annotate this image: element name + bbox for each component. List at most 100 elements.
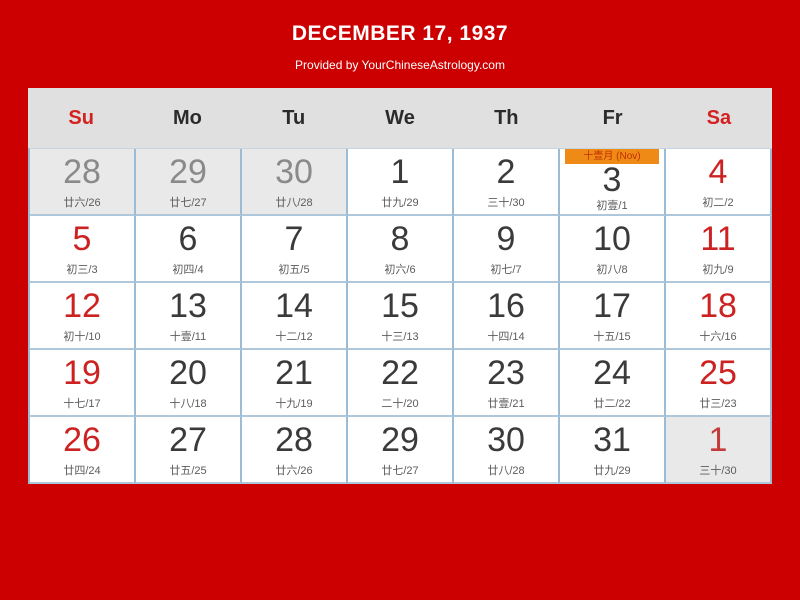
calendar-cell[interactable]: 22 二十/20 <box>348 350 454 417</box>
day-number: 11 <box>700 220 736 258</box>
day-number: 19 <box>63 354 101 392</box>
lunar-day-label: 十九/19 <box>275 398 313 410</box>
lunar-day-label: 廿四/24 <box>63 465 101 477</box>
day-number: 1 <box>708 421 728 459</box>
calendar-cell[interactable]: 30 廿八/28 <box>454 417 560 484</box>
day-number: 14 <box>275 287 313 325</box>
lunar-day-label: 初二/2 <box>702 197 734 209</box>
day-number: 12 <box>63 287 101 325</box>
calendar-cell[interactable]: 1 廿九/29 <box>348 149 454 216</box>
calendar-cell[interactable]: 13 十壹/11 <box>136 283 242 350</box>
weekday-label-tu: Tu <box>282 106 306 129</box>
lunar-day-label: 廿七/27 <box>381 465 419 477</box>
provider-credit: Provided by YourChineseAstrology.com <box>295 58 505 72</box>
page-title: DECEMBER 17, 1937 <box>291 22 509 45</box>
lunar-day-label: 廿五/25 <box>169 465 207 477</box>
calendar-cell[interactable]: 31 廿九/29 <box>560 417 666 484</box>
day-number: 30 <box>487 421 525 459</box>
calendar-cell[interactable]: 2 三十/30 <box>454 149 560 216</box>
lunar-day-label: 十三/13 <box>381 331 419 343</box>
calendar-cell[interactable]: 7 初五/5 <box>242 216 348 283</box>
lunar-day-label: 初十/10 <box>63 331 101 343</box>
weekday-label-we: We <box>385 106 415 129</box>
calendar-cell[interactable]: 4 初二/2 <box>666 149 772 216</box>
day-number: 26 <box>63 421 101 459</box>
lunar-month-badge: 十壹月 (Nov) <box>565 149 659 164</box>
calendar-cell[interactable]: 1 三十/30 <box>666 417 772 484</box>
day-number: 25 <box>699 354 737 392</box>
lunar-day-label: 初七/7 <box>490 264 522 276</box>
calendar-cell[interactable]: 25 廿三/23 <box>666 350 772 417</box>
calendar-cell[interactable]: 14 十二/12 <box>242 283 348 350</box>
lunar-day-label: 十七/17 <box>63 398 101 410</box>
day-number: 10 <box>593 220 631 258</box>
day-number: 27 <box>169 421 207 459</box>
calendar-cell[interactable]: 19 十七/17 <box>30 350 136 417</box>
calendar-cell[interactable]: 21 十九/19 <box>242 350 348 417</box>
calendar-cell[interactable]: 6 初四/4 <box>136 216 242 283</box>
lunar-day-label: 廿八/28 <box>487 465 525 477</box>
calendar-cell[interactable]: 十壹月 (Nov) 3 初壹/1 <box>560 149 666 216</box>
calendar-cell[interactable]: 24 廿二/22 <box>560 350 666 417</box>
calendar-cell[interactable]: 10 初八/8 <box>560 216 666 283</box>
lunar-day-label: 廿九/29 <box>593 465 631 477</box>
day-number: 5 <box>72 220 92 258</box>
lunar-day-label: 初八/8 <box>596 264 628 276</box>
calendar-cell[interactable]: 9 初七/7 <box>454 216 560 283</box>
day-number: 18 <box>699 287 737 325</box>
day-number: 29 <box>169 153 207 191</box>
day-number: 29 <box>381 421 419 459</box>
lunar-day-label: 初六/6 <box>384 264 416 276</box>
calendar-cell[interactable]: 29 廿七/27 <box>136 149 242 216</box>
lunar-day-label: 十五/15 <box>593 331 631 343</box>
calendar-cell[interactable]: 20 十八/18 <box>136 350 242 417</box>
lunar-day-label: 廿二/22 <box>593 398 631 410</box>
calendar-cell[interactable]: 12 初十/10 <box>30 283 136 350</box>
lunar-day-label: 廿六/26 <box>275 465 313 477</box>
lunar-day-label: 二十/20 <box>381 398 419 410</box>
calendar-cell[interactable]: 30 廿八/28 <box>242 149 348 216</box>
day-number: 15 <box>381 287 419 325</box>
calendar-cell[interactable]: 8 初六/6 <box>348 216 454 283</box>
calendar-grid: 28 廿六/26 29 廿七/27 30 廿八/28 1 廿九/29 2 三十/30 十壹月 (No… <box>28 148 772 484</box>
day-number: 23 <box>487 354 525 392</box>
day-number: 31 <box>593 421 631 459</box>
lunar-day-label: 十二/12 <box>275 331 313 343</box>
calendar-cell[interactable]: 18 十六/16 <box>666 283 772 350</box>
weekday-label-mo: Mo <box>172 106 202 129</box>
lunar-day-label: 三十/30 <box>699 465 737 477</box>
calendar-cell[interactable]: 28 廿六/26 <box>30 149 136 216</box>
day-number: 22 <box>381 354 419 392</box>
lunar-day-label: 廿六/26 <box>63 197 101 209</box>
lunar-day-label: 三十/30 <box>487 197 525 209</box>
calendar-cell[interactable]: 17 十五/15 <box>560 283 666 350</box>
day-number: 28 <box>63 153 101 191</box>
day-number: 24 <box>593 354 631 392</box>
calendar-cell[interactable]: 29 廿七/27 <box>348 417 454 484</box>
weekday-label-fr: Fr <box>602 106 623 129</box>
weekday-label-th: Th <box>494 106 519 129</box>
day-number: 6 <box>178 220 198 258</box>
calendar-cell[interactable]: 11 初九/9 <box>666 216 772 283</box>
day-number: 21 <box>275 354 313 392</box>
lunar-day-label: 十壹/11 <box>169 331 207 343</box>
calendar-cell[interactable]: 23 廿壹/21 <box>454 350 560 417</box>
calendar-cell[interactable]: 26 廿四/24 <box>30 417 136 484</box>
calendar: Su Mo Tu We Th Fr Sa 28 廿六/26 29 廿七/27 30 廿八/… <box>28 88 772 484</box>
lunar-day-label: 十四/14 <box>487 331 525 343</box>
calendar-cell[interactable]: 28 廿六/26 <box>242 417 348 484</box>
day-number: 8 <box>390 220 410 258</box>
lunar-day-label: 初壹/1 <box>596 200 628 212</box>
calendar-cell[interactable]: 5 初三/3 <box>30 216 136 283</box>
lunar-day-label: 初四/4 <box>172 264 204 276</box>
calendar-cell[interactable]: 16 十四/14 <box>454 283 560 350</box>
calendar-cell[interactable]: 15 十三/13 <box>348 283 454 350</box>
day-number: 16 <box>487 287 525 325</box>
day-number: 2 <box>496 153 516 191</box>
calendar-cell[interactable]: 27 廿五/25 <box>136 417 242 484</box>
day-number: 9 <box>496 220 516 258</box>
lunar-day-label: 廿三/23 <box>699 398 737 410</box>
day-number: 20 <box>169 354 207 392</box>
lunar-day-label: 初九/9 <box>702 264 734 276</box>
lunar-day-label: 十六/16 <box>699 331 737 343</box>
